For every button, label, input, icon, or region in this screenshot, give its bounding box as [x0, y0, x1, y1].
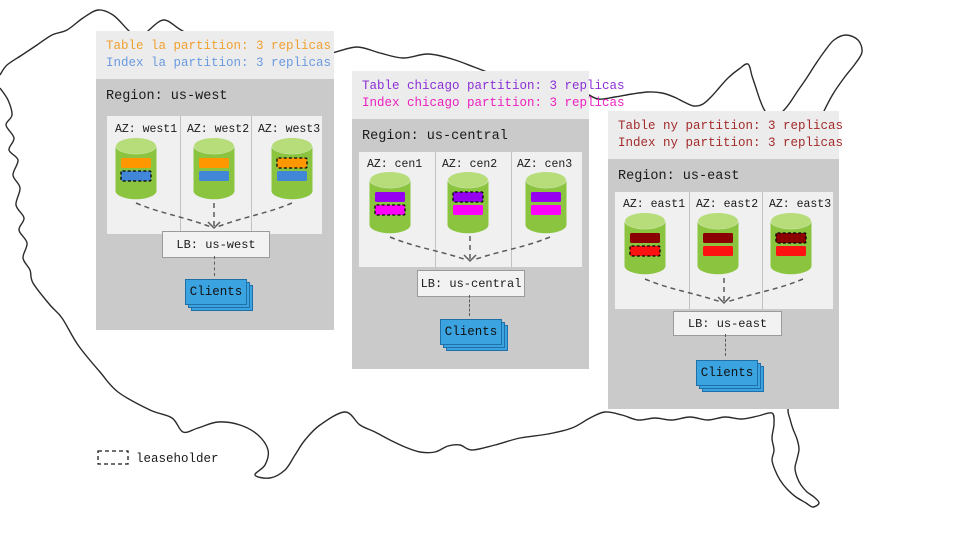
svg-text:leaseholder: leaseholder — [136, 452, 219, 466]
